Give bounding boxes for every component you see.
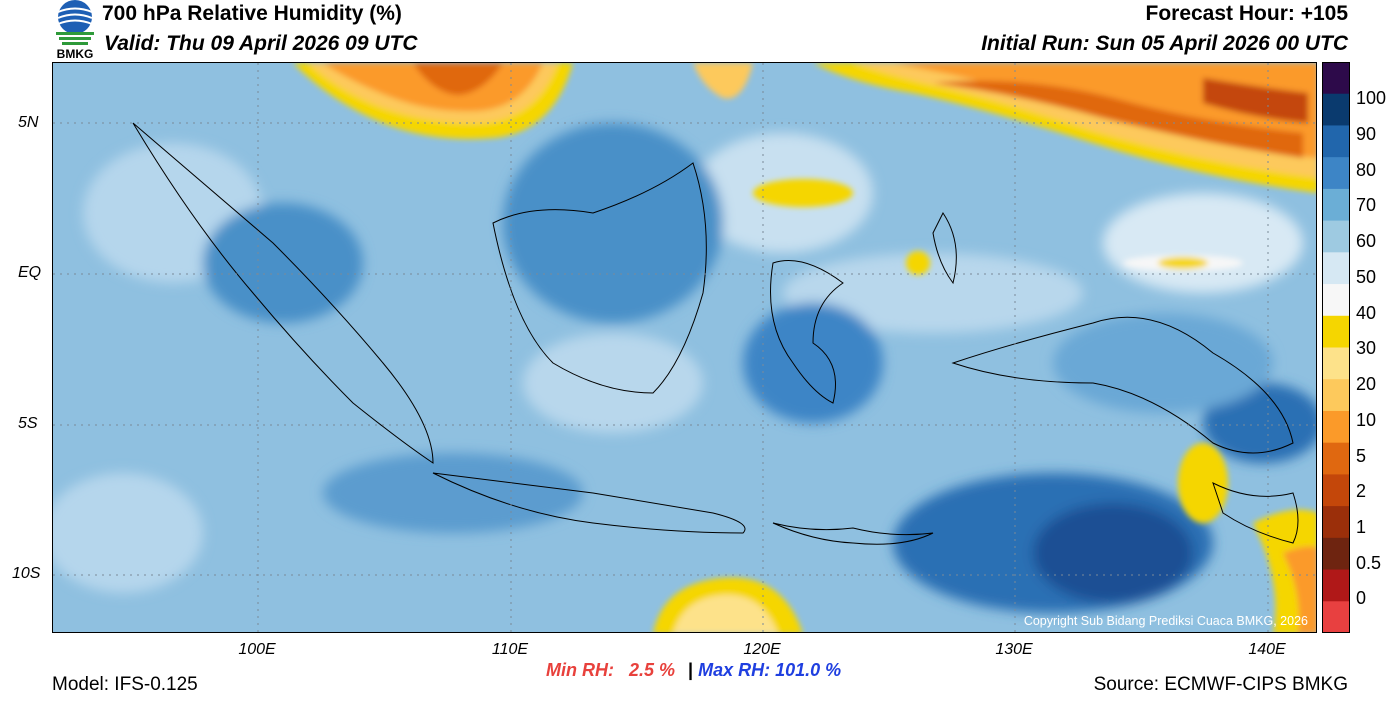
- colorbar-segment: [1322, 252, 1350, 285]
- xtick-100e: 100E: [238, 641, 276, 658]
- colorbar-label-5: 5: [1356, 446, 1367, 466]
- colorbar-label-1: 1: [1356, 517, 1367, 537]
- colorbar-segment: [1322, 347, 1350, 380]
- colorbar-segment: [1322, 220, 1350, 253]
- colorbar-label-80: 80: [1356, 160, 1377, 180]
- xtick-130e: 130E: [995, 641, 1033, 658]
- colorbar-segment: [1322, 379, 1350, 412]
- colorbar-label-0-5: 0.5: [1356, 553, 1382, 573]
- colorbar-segment: [1322, 537, 1350, 571]
- colorbar-segment: [1322, 601, 1350, 633]
- ytick-5n: 5N: [18, 114, 39, 131]
- colorbar-label-0: 0: [1356, 588, 1367, 608]
- colorbar-label-100: 100: [1356, 88, 1387, 108]
- colorbar-label-70: 70: [1356, 195, 1377, 215]
- coastlines: [132, 122, 1299, 545]
- initial-run: Initial Run: Sun 05 April 2026 00 UTC: [981, 32, 1348, 55]
- colorbar-label-2: 2: [1356, 481, 1367, 501]
- colorbar-label-50: 50: [1356, 267, 1377, 287]
- min-rh-label: Min RH:: [546, 660, 614, 680]
- map-field: [53, 63, 1316, 632]
- humidity-map: Copyright Sub Bidang Prediksi Cuaca BMKG…: [52, 62, 1317, 633]
- copyright-notice: Copyright Sub Bidang Prediksi Cuaca BMKG…: [1023, 614, 1308, 628]
- rh-stats: Min RH: 2.5 % | Max RH: 101.0 %: [546, 660, 841, 681]
- logo-text: BMKG: [57, 47, 94, 60]
- chart-title: 700 hPa Relative Humidity (%): [102, 2, 402, 25]
- colorbar-label-40: 40: [1356, 303, 1377, 323]
- colorbar-segment: [1322, 474, 1350, 507]
- xtick-140e: 140E: [1248, 641, 1286, 658]
- max-rh-label: Max RH:: [698, 660, 771, 680]
- min-rh-value: 2.5 %: [629, 660, 676, 680]
- data-source: Source: ECMWF-CIPS BMKG: [1093, 674, 1348, 695]
- colorbar-segment: [1322, 315, 1350, 348]
- colorbar-label-20: 20: [1356, 374, 1377, 394]
- colorbar-segment: [1322, 62, 1350, 95]
- forecast-hour: Forecast Hour: +105: [1145, 2, 1349, 25]
- colorbar-segment: [1322, 188, 1350, 222]
- xtick-110e: 110E: [491, 641, 529, 658]
- colorbar-label-90: 90: [1356, 124, 1377, 144]
- bmkg-logo-icon: BMKG: [50, 0, 100, 61]
- valid-time: Valid: Thu 09 April 2026 09 UTC: [104, 32, 418, 55]
- model-name: Model: IFS-0.125: [52, 674, 198, 695]
- colorbar-segment: [1322, 410, 1350, 444]
- ytick-eq: EQ: [18, 264, 42, 281]
- colorbar-segment: [1322, 506, 1350, 539]
- colorbar-label-30: 30: [1356, 338, 1377, 358]
- ytick-10s: 10S: [12, 565, 41, 582]
- colorbar-segment: [1322, 569, 1350, 602]
- ytick-5s: 5S: [18, 415, 38, 432]
- stats-separator: |: [688, 660, 694, 680]
- colorbar-segment: [1322, 157, 1350, 190]
- colorbar-segment: [1322, 284, 1350, 317]
- colorbar: [1322, 62, 1350, 633]
- colorbar-border: [1322, 62, 1350, 633]
- colorbar-segment: [1322, 442, 1350, 475]
- xtick-120e: 120E: [743, 641, 781, 658]
- colorbar-segment: [1322, 93, 1350, 126]
- colorbar-segment: [1322, 125, 1350, 158]
- colorbar-label-60: 60: [1356, 231, 1377, 251]
- gridlines: [53, 63, 1316, 632]
- colorbar-label-10: 10: [1356, 410, 1377, 430]
- max-rh-value: 101.0 %: [775, 660, 842, 680]
